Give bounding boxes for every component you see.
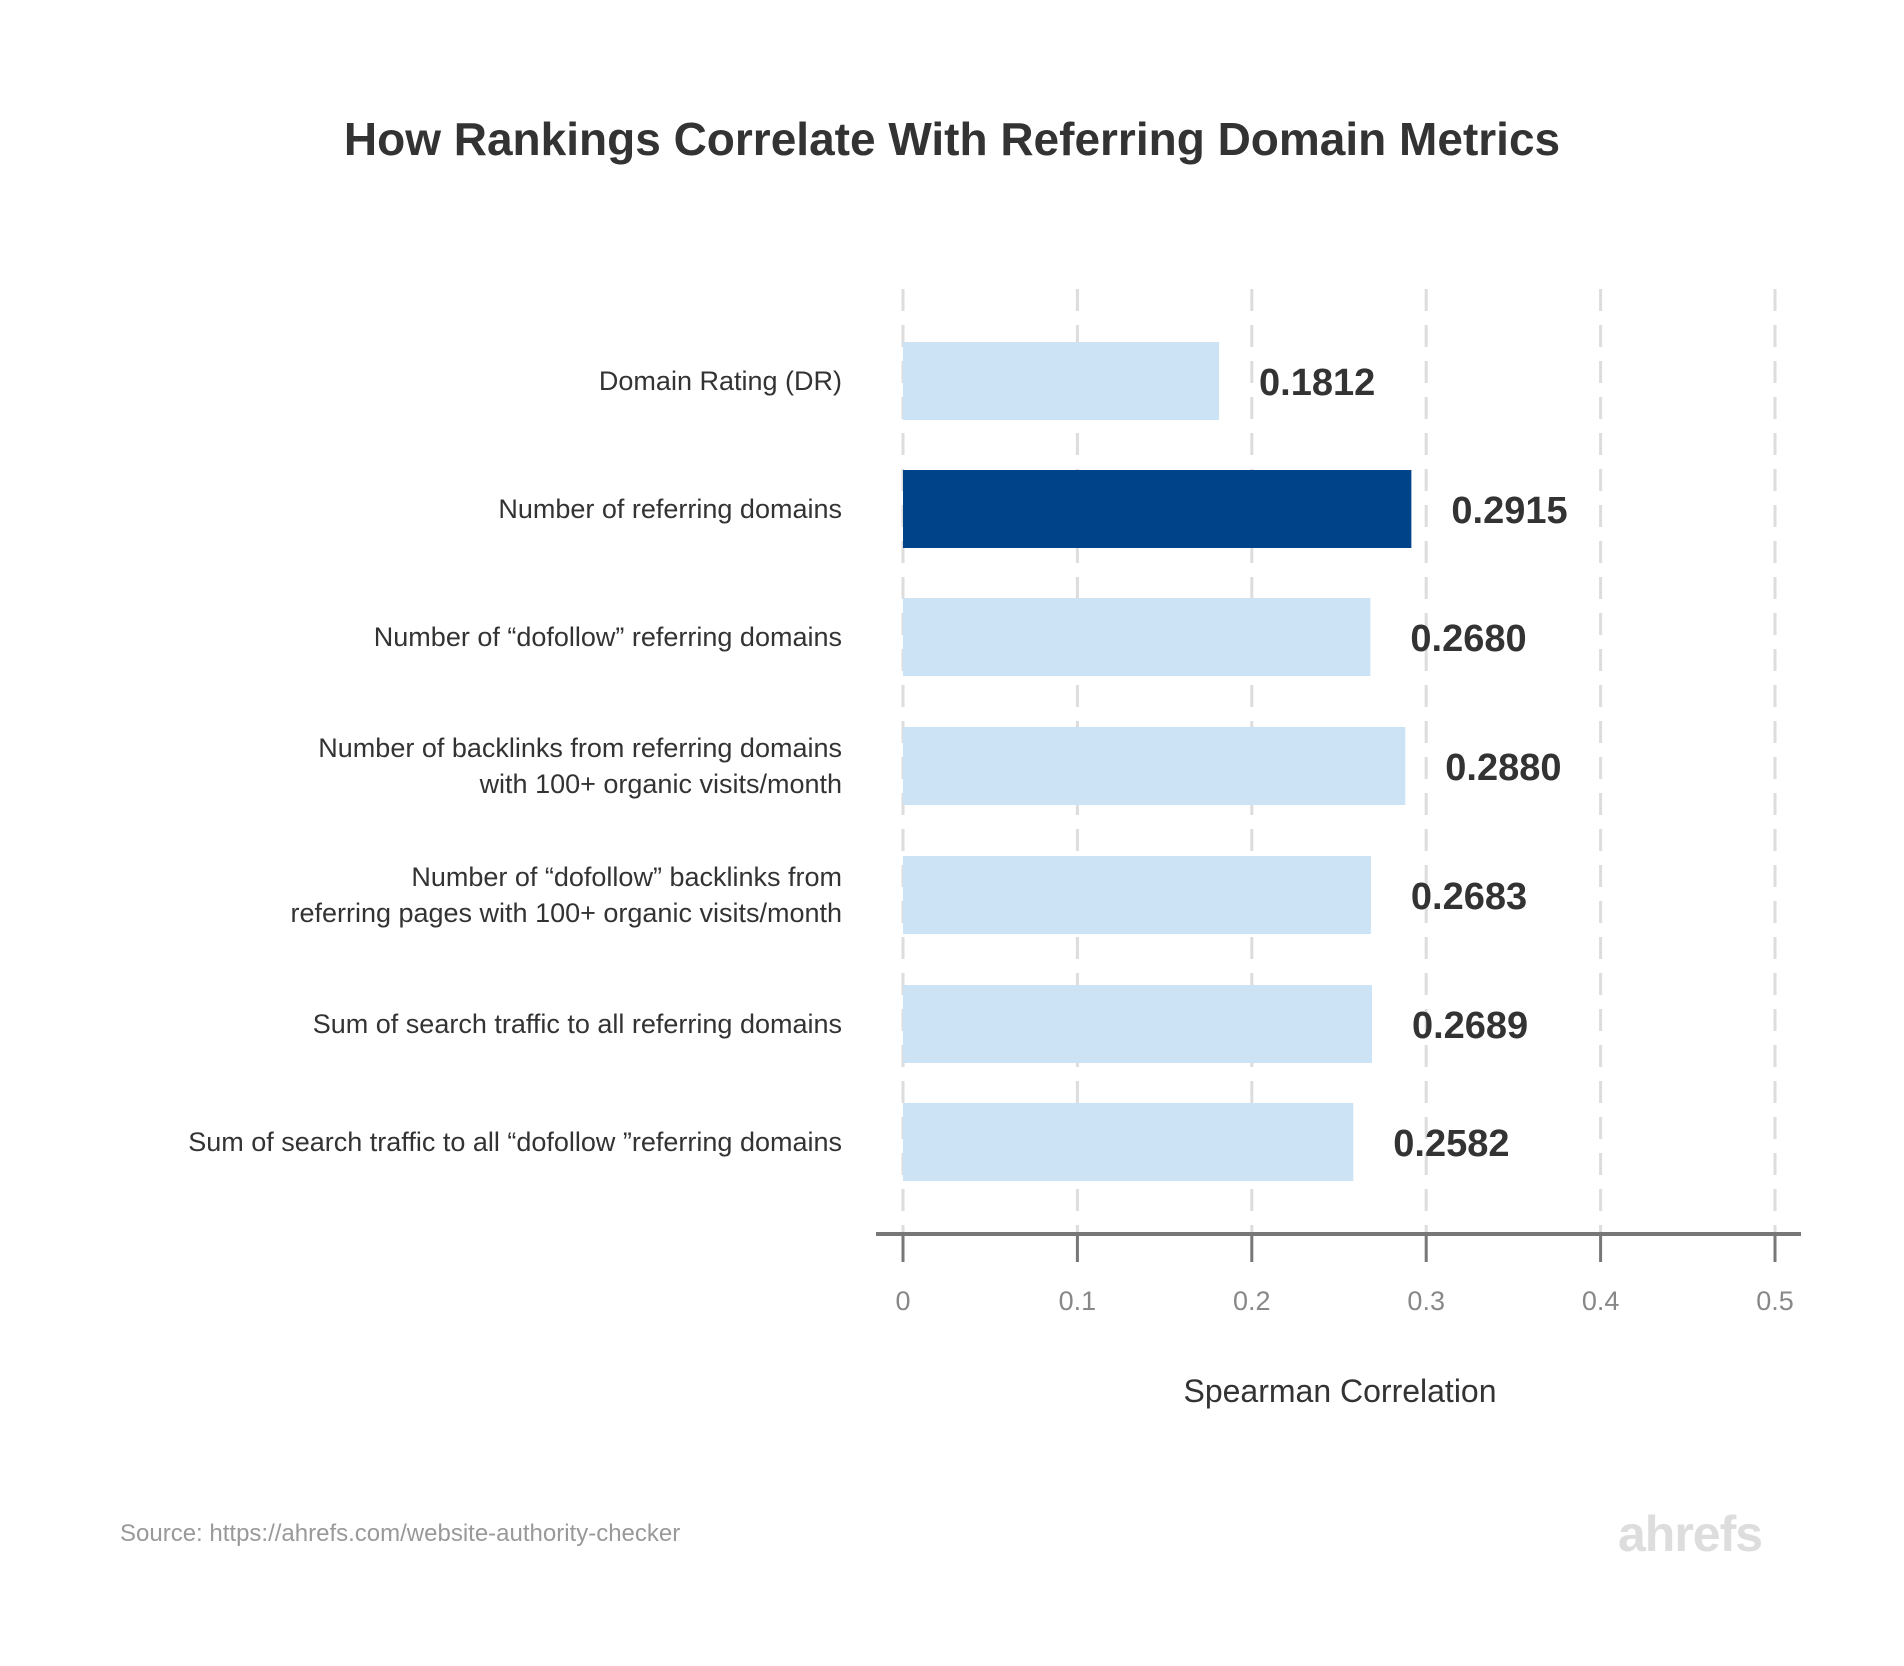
category-label: Sum of search traffic to all referring d…	[313, 1009, 842, 1039]
data-label: 0.2680	[1410, 618, 1526, 660]
chart-title: How Rankings Correlate With Referring Do…	[343, 113, 1561, 165]
bar	[903, 598, 1371, 676]
category-label: Domain Rating (DR)	[599, 366, 842, 396]
ahrefs-logo: ahrefs	[1618, 1506, 1763, 1562]
bar	[903, 856, 1371, 934]
category-label: referring pages with 100+ organic visits…	[290, 898, 842, 928]
category-label: Sum of search traffic to all “dofollow ”…	[188, 1127, 842, 1157]
x-tick-label: 0.1	[1059, 1286, 1097, 1316]
category-label: with 100+ organic visits/month	[479, 769, 842, 799]
bar	[903, 985, 1372, 1063]
data-label: 0.2880	[1445, 747, 1561, 789]
category-label: Number of referring domains	[498, 494, 842, 524]
x-tick-label: 0.2	[1233, 1286, 1271, 1316]
data-label: 0.2683	[1411, 876, 1527, 918]
category-label: Number of “dofollow” backlinks from	[411, 862, 842, 892]
x-tick-label: 0.3	[1407, 1286, 1445, 1316]
x-tick-label: 0.5	[1756, 1286, 1794, 1316]
category-label: Number of backlinks from referring domai…	[318, 733, 842, 763]
x-tick-label: 0	[895, 1286, 910, 1316]
bar	[903, 1103, 1354, 1181]
bar	[903, 727, 1406, 805]
data-label: 0.2689	[1412, 1005, 1528, 1047]
x-axis-title: Spearman Correlation	[1183, 1373, 1496, 1409]
x-tick-label: 0.4	[1582, 1286, 1620, 1316]
data-label: 0.2915	[1451, 490, 1567, 532]
bar	[903, 342, 1220, 420]
data-label: 0.2582	[1393, 1123, 1509, 1165]
category-label: Number of “dofollow” referring domains	[374, 622, 842, 652]
source-note: Source: https://ahrefs.com/website-autho…	[120, 1520, 681, 1547]
data-label: 0.1812	[1259, 362, 1375, 404]
bar	[903, 470, 1412, 548]
